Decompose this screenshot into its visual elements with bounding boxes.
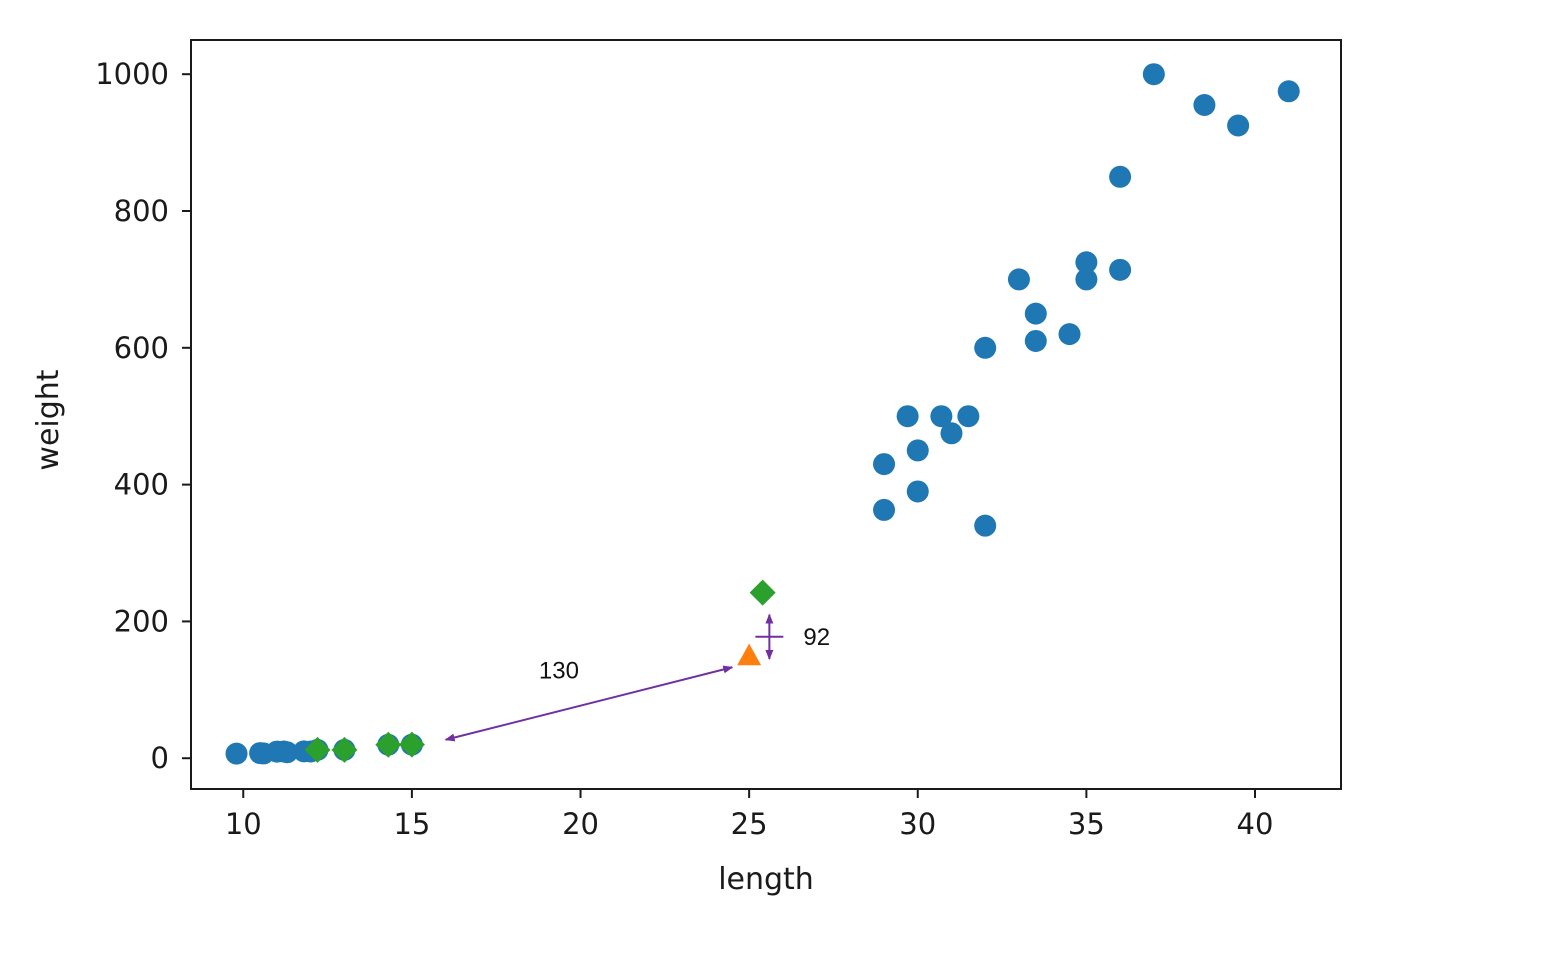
annotation-label: 130: [539, 657, 579, 684]
x-tick-label: 20: [562, 807, 599, 841]
data-point-circle: [873, 453, 896, 476]
y-axis-label: weight: [31, 369, 66, 470]
data-point-circle: [1227, 114, 1250, 137]
data-point-circle: [930, 405, 953, 428]
data-point-circle: [1024, 302, 1047, 325]
data-point-circle: [1075, 268, 1098, 291]
x-tick-label: 35: [1068, 807, 1105, 841]
data-point-circle: [940, 422, 963, 445]
distance-annotations: 130 92: [444, 613, 830, 742]
data-point-diamond: [375, 731, 402, 758]
y-tick-label: 600: [114, 331, 169, 365]
data-point-circle: [1142, 63, 1165, 86]
data-point-circle: [1109, 258, 1132, 281]
data-point-triangle: [737, 643, 762, 666]
data-point-circle: [276, 741, 299, 764]
data-point-diamond: [304, 736, 331, 763]
data-point-circle: [957, 405, 980, 428]
y-tick-label: 800: [114, 194, 169, 228]
data-point-circle: [225, 742, 248, 765]
x-tick-label: 15: [393, 807, 430, 841]
data-point-circle: [974, 336, 997, 359]
data-point-circle: [873, 498, 896, 521]
data-point-diamond: [398, 731, 425, 758]
y-tick-label: 200: [114, 604, 169, 638]
data-point-diamond: [749, 579, 776, 606]
data-point-circle: [1058, 323, 1081, 346]
data-point-circle: [906, 480, 929, 503]
y-axis-ticks: 0 200 400 600 800 1000: [95, 57, 191, 775]
y-tick-label: 0: [151, 741, 169, 775]
data-point-circle: [1075, 251, 1098, 274]
x-tick-label: 25: [731, 807, 768, 841]
data-points: [225, 63, 1300, 765]
x-tick-label: 40: [1237, 807, 1274, 841]
x-axis-label: length: [718, 862, 814, 897]
data-point-circle: [1024, 329, 1047, 352]
x-tick-label: 30: [899, 807, 936, 841]
data-point-circle: [906, 439, 929, 462]
data-point-diamond: [331, 736, 358, 763]
data-point-circle: [896, 405, 919, 428]
x-axis-ticks: 10 15 20 25 30 35 40: [225, 789, 1274, 841]
plot-area: [190, 39, 1342, 790]
x-tick-label: 10: [225, 807, 262, 841]
data-point-circle: [1007, 268, 1030, 291]
data-point-circle: [1109, 165, 1132, 188]
y-tick-label: 400: [114, 468, 169, 502]
y-tick-label: 1000: [95, 57, 169, 91]
data-point-circle: [974, 514, 997, 537]
data-point-circle: [1277, 80, 1300, 103]
data-point-circle: [1193, 93, 1216, 116]
annotation-label: 92: [803, 624, 830, 651]
annotation-arrow: [444, 665, 734, 742]
